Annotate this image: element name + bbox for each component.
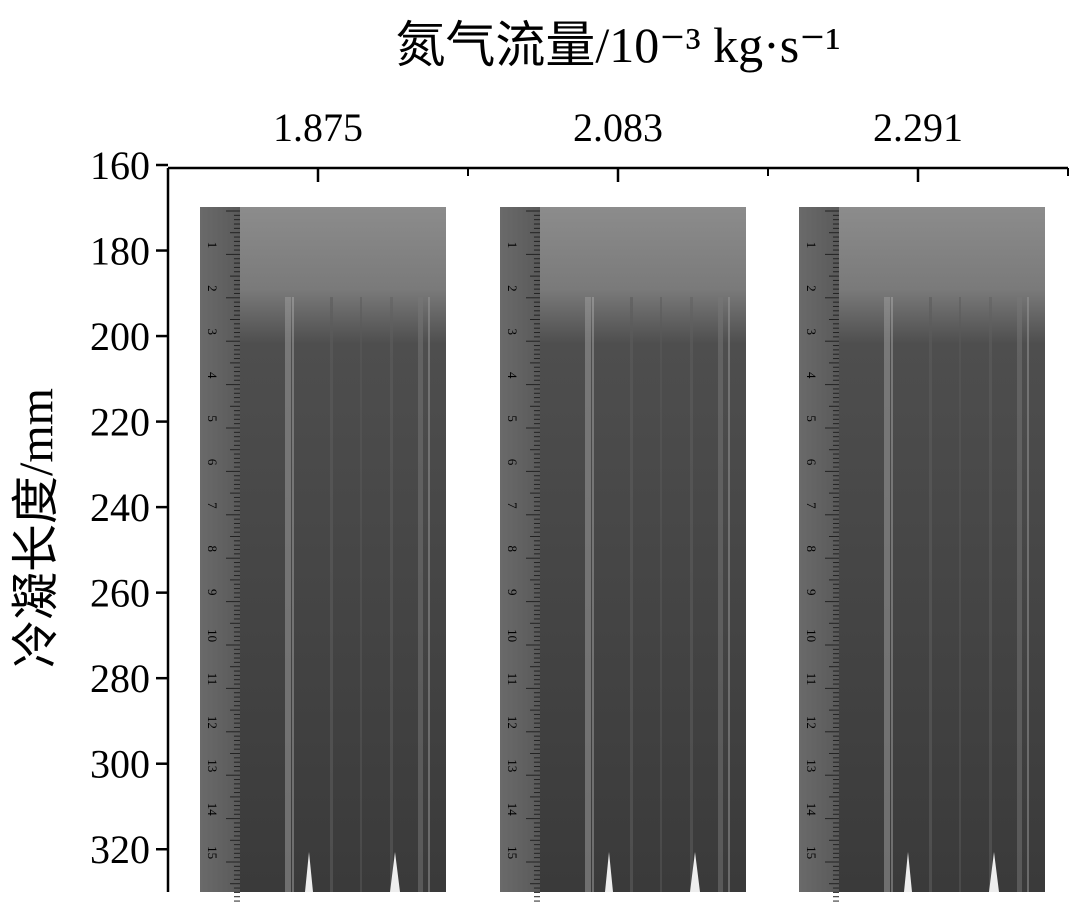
ruler <box>200 207 240 892</box>
ruler-label: 6 <box>804 459 819 466</box>
x-tick-label: 2.083 <box>573 105 663 150</box>
ruler-label: 13 <box>505 759 520 772</box>
streak <box>592 297 594 892</box>
ruler-label: 13 <box>205 759 220 772</box>
streak <box>891 297 893 892</box>
streak <box>390 297 393 892</box>
photo-bg <box>200 207 446 892</box>
ruler-label: 2 <box>205 285 220 292</box>
streak <box>292 297 294 892</box>
streak <box>630 297 633 892</box>
streak <box>660 297 662 892</box>
streak <box>728 297 730 892</box>
reflection <box>605 852 613 892</box>
streak <box>718 297 723 892</box>
x-tick-label: 2.291 <box>873 105 963 150</box>
ruler-label: 6 <box>505 459 520 466</box>
streak <box>690 297 693 892</box>
ruler-label: 4 <box>505 372 520 379</box>
ruler <box>500 207 540 892</box>
photo-bg <box>500 207 746 892</box>
ruler-label: 10 <box>205 629 220 642</box>
y-tick-label: 200 <box>90 314 150 359</box>
reflection <box>690 852 700 892</box>
y-axis-title: 冷凝长度/mm <box>10 388 63 668</box>
ruler-label: 5 <box>804 415 819 422</box>
y-tick-label: 180 <box>90 229 150 274</box>
reflection <box>305 852 313 892</box>
streak <box>884 297 890 892</box>
ruler-label: 8 <box>205 546 220 553</box>
ruler-label: 4 <box>804 372 819 379</box>
ruler-label: 10 <box>804 629 819 642</box>
ruler-label: 12 <box>205 716 220 729</box>
reflection <box>904 852 912 892</box>
streak <box>330 297 333 892</box>
y-tick-label: 300 <box>90 742 150 787</box>
y-tick-label: 160 <box>90 143 150 188</box>
ruler-label: 8 <box>804 546 819 553</box>
streak <box>428 297 430 892</box>
photo-bg <box>799 207 1045 892</box>
ruler-label: 5 <box>505 415 520 422</box>
ruler-label: 13 <box>804 759 819 772</box>
ruler-label: 3 <box>804 329 819 336</box>
ruler-label: 9 <box>505 589 520 596</box>
ruler-label: 4 <box>205 372 220 379</box>
ruler-label: 3 <box>205 329 220 336</box>
ruler-label: 14 <box>804 803 819 817</box>
ruler-label: 11 <box>804 673 819 686</box>
y-tick-label: 220 <box>90 400 150 445</box>
ruler-label: 7 <box>205 502 220 509</box>
ruler-label: 3 <box>505 329 520 336</box>
ruler-label: 11 <box>505 673 520 686</box>
ruler-label: 7 <box>505 502 520 509</box>
y-tick-label: 260 <box>90 571 150 616</box>
streak <box>929 297 932 892</box>
streak <box>1017 297 1022 892</box>
ruler-label: 1 <box>804 242 819 249</box>
streak <box>418 297 423 892</box>
ruler-label: 7 <box>804 502 819 509</box>
ruler-label: 12 <box>804 716 819 729</box>
ruler-label: 8 <box>505 546 520 553</box>
streak <box>285 297 291 892</box>
y-tick-label: 320 <box>90 827 150 872</box>
ruler-label: 12 <box>505 716 520 729</box>
ruler-label: 1 <box>505 242 520 249</box>
ruler-label: 6 <box>205 459 220 466</box>
y-tick-label: 240 <box>90 485 150 530</box>
ruler-label: 15 <box>205 846 220 859</box>
ruler-label: 10 <box>505 629 520 642</box>
ruler <box>799 207 839 892</box>
ruler-label: 1 <box>205 242 220 249</box>
ruler-label: 11 <box>205 673 220 686</box>
ruler-label: 5 <box>205 415 220 422</box>
ruler-label: 9 <box>804 589 819 596</box>
streak <box>1027 297 1029 892</box>
ruler-label: 14 <box>205 803 220 817</box>
streak <box>989 297 992 892</box>
streak <box>585 297 591 892</box>
axis-title: 氮气流量/10⁻³ kg·s⁻¹ <box>395 17 840 73</box>
ruler-label: 14 <box>505 803 520 817</box>
streak <box>959 297 961 892</box>
ruler-label: 15 <box>804 846 819 859</box>
ruler-label: 15 <box>505 846 520 859</box>
ruler-label: 9 <box>205 589 220 596</box>
reflection <box>989 852 999 892</box>
x-tick-label: 1.875 <box>273 105 363 150</box>
streak <box>360 297 362 892</box>
y-tick-label: 280 <box>90 656 150 701</box>
reflection <box>390 852 400 892</box>
ruler-label: 2 <box>804 285 819 292</box>
ruler-label: 2 <box>505 285 520 292</box>
